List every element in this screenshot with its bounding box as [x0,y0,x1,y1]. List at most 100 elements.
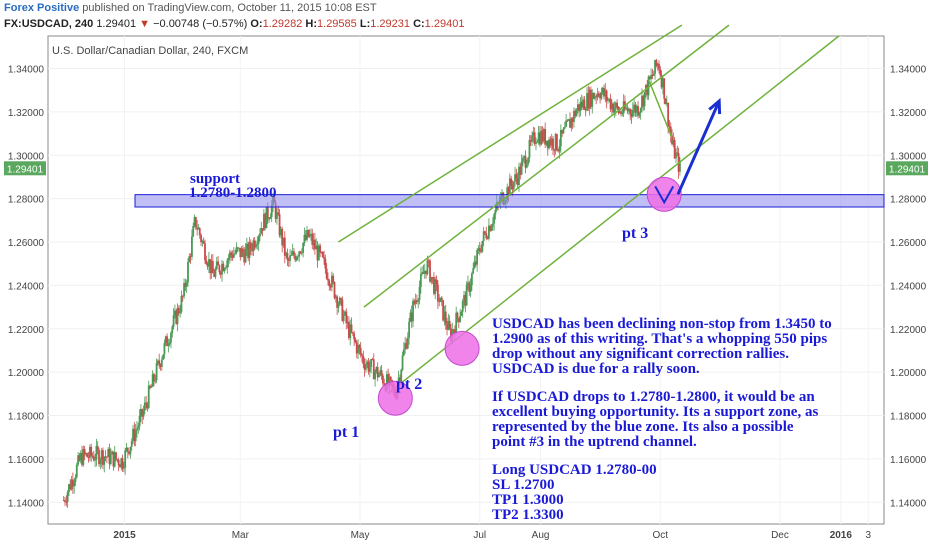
channel-line-0[interactable] [363,24,730,308]
candle-body-258 [400,369,403,381]
candle-body-265 [409,312,412,322]
candle-body-330 [494,209,497,215]
candle-body-117 [215,261,218,270]
candle-body-43 [119,465,121,468]
candle-body-30 [102,450,104,465]
candle-body-66 [149,385,151,388]
candle-body-113 [210,260,213,274]
point-marker-2[interactable] [444,330,480,366]
candle-body-276 [423,270,426,274]
candle-body-9 [74,477,77,482]
candle-body-402 [588,89,591,109]
candle-body-55 [134,430,137,442]
candle-body-154 [264,213,267,229]
candle-body-19 [87,457,90,458]
y-tick-left-6: 1.22000 [8,325,45,336]
candle-body-282 [431,277,434,278]
channel-line-2[interactable] [338,24,683,243]
candle-body-199 [323,257,325,259]
candle-body-367 [542,129,545,142]
candle-body-243 [380,370,383,376]
projection-arrow[interactable] [676,100,721,195]
candle-body-179 [296,256,299,258]
candle-body-46 [122,467,125,469]
candle-body-380 [559,130,562,147]
candle-body-149 [257,236,260,244]
point-marker-3[interactable] [646,176,682,212]
candle-body-99 [192,225,195,237]
candle-body-23 [92,456,95,461]
candle-body-245 [383,383,386,385]
candle-body-27 [98,450,100,465]
candle-body-163 [276,212,278,219]
candle-body-220 [350,324,353,333]
candle-body-219 [349,324,352,339]
candle-body-321 [482,231,485,241]
candle-body-105 [200,235,202,243]
candle-body-375 [553,149,556,151]
candle-body-403 [590,89,592,107]
y-tick-left-9: 1.16000 [8,455,45,466]
candle-body-466 [672,139,675,145]
candle-body-184 [303,234,306,244]
candle-body-327 [490,226,493,231]
candle-body-383 [563,126,566,129]
candle-body-28 [99,460,102,465]
candle-body-407 [595,96,598,98]
candle-body-112 [209,259,212,274]
low-label: L: [359,18,371,30]
candle-body-260 [402,349,405,356]
y-tick-right-9: 1.16000 [890,455,927,466]
candle-body-3 [66,492,69,502]
candle-body-153 [262,213,265,231]
candle-body-345 [514,174,516,182]
candle-body-175 [291,251,294,255]
candle-body-47 [124,450,127,468]
candle-body-173 [289,255,291,261]
candle-body-469 [676,152,679,154]
candle-body-307 [464,295,467,306]
candle-body-122 [222,263,225,272]
candle-body-87 [176,307,179,324]
candle-body-96 [188,256,191,262]
y-tick-left-8: 1.18000 [8,412,45,423]
candle-body-279 [427,260,430,262]
open-label: O: [250,18,263,30]
candle-body-426 [620,111,622,114]
channel-line-3[interactable] [647,79,673,139]
candle-body-81 [168,342,171,345]
candle-body-140 [245,243,248,249]
candle-body-234 [368,366,371,372]
candle-body-456 [659,69,662,76]
candle-body-239 [375,367,378,372]
candle-body-61 [142,410,145,417]
candle-body-360 [533,132,536,144]
candle-body-326 [489,225,492,231]
candle-body-381 [561,130,564,134]
candle-body-34 [107,449,110,457]
candle-body-91 [181,295,184,297]
candle-body-29 [100,450,103,461]
candle-body-275 [422,272,425,274]
x-tick-1: Mar [232,530,250,541]
candle-body-222 [353,333,356,340]
candle-body-310 [468,282,471,292]
point-marker-1[interactable] [377,380,413,416]
candle-body-106 [201,241,204,243]
candle-body-401 [587,93,590,109]
y-tick-left-3: 1.28000 [8,195,45,206]
candle-body-437 [634,104,637,113]
candle-body-57 [137,426,140,429]
candle-body-10 [75,464,78,478]
candle-body-268 [413,300,416,304]
candle-body-226 [358,345,361,349]
candle-body-237 [372,359,375,380]
candle-body-2 [65,501,68,503]
author-link[interactable]: Forex Positive [4,2,80,14]
candle-body-211 [338,298,341,305]
candle-body-52 [130,441,133,447]
candle-body-464 [669,126,672,136]
x-tick-0: 2015 [113,530,136,541]
candle-body-452 [654,59,656,74]
